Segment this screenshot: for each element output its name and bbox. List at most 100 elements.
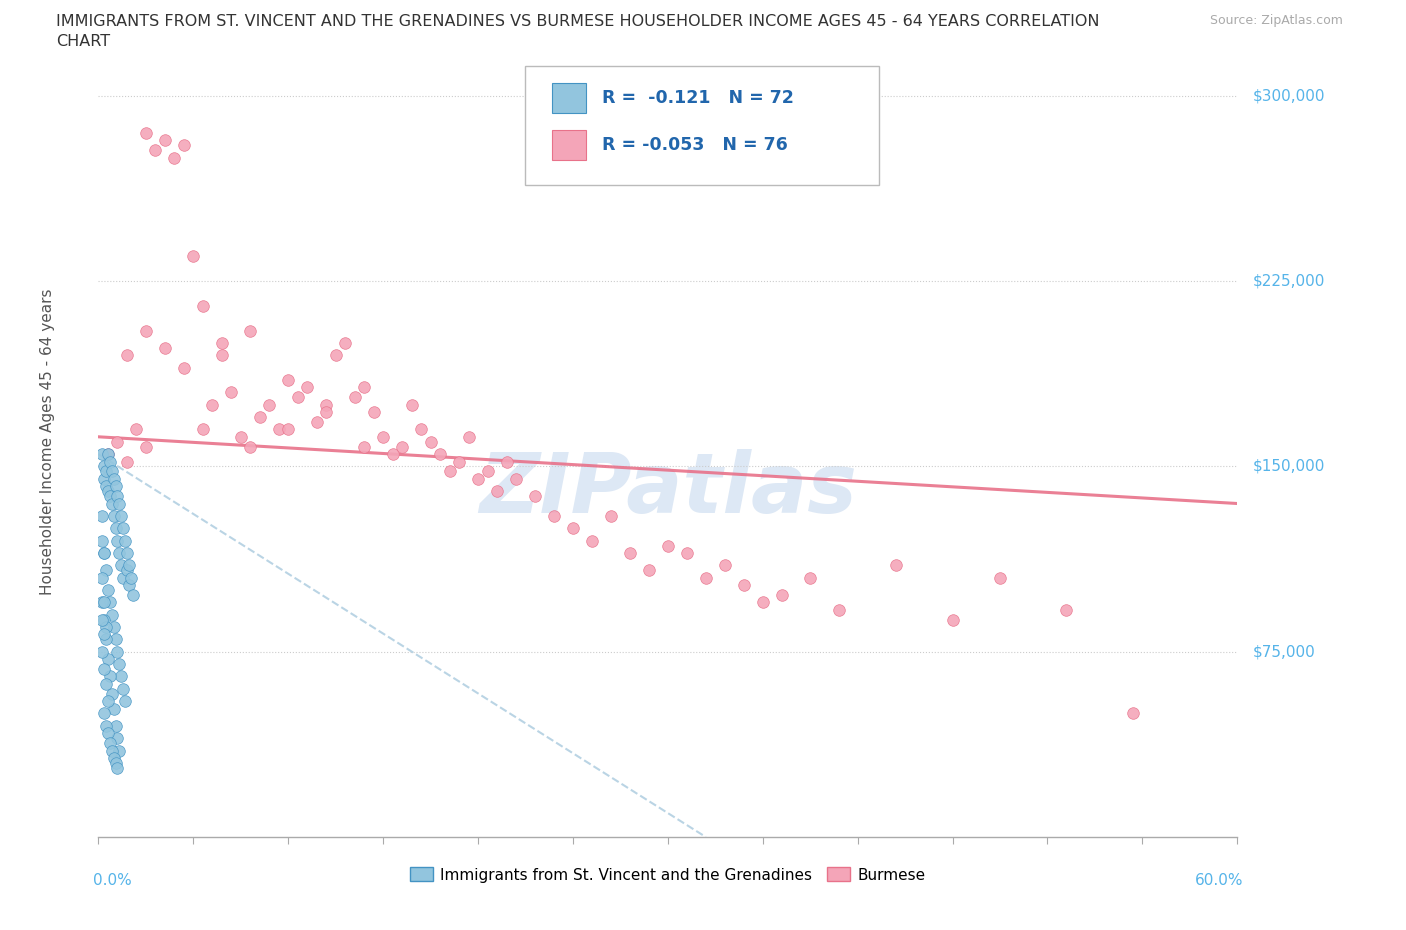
Point	[714, 558, 737, 573]
Legend: Immigrants from St. Vincent and the Grenadines, Burmese: Immigrants from St. Vincent and the Gren…	[404, 861, 932, 889]
Point	[695, 570, 717, 585]
Point	[118, 578, 141, 592]
Text: $150,000: $150,000	[1253, 458, 1324, 474]
Point	[93, 595, 115, 610]
Point	[363, 405, 385, 419]
Point	[115, 563, 138, 578]
Point	[104, 632, 127, 647]
Point	[97, 725, 120, 740]
Point	[93, 612, 115, 627]
Point	[325, 348, 347, 363]
Point	[91, 509, 114, 524]
Point	[259, 397, 281, 412]
Point	[135, 323, 157, 338]
Point	[1056, 603, 1078, 618]
Point	[97, 446, 120, 461]
Point	[495, 454, 517, 469]
Text: ZIPatlas: ZIPatlas	[479, 448, 856, 530]
Point	[439, 464, 461, 479]
Point	[733, 578, 755, 592]
Point	[752, 595, 775, 610]
Point	[239, 439, 262, 454]
Point	[201, 397, 224, 412]
Point	[93, 546, 115, 561]
Point	[1122, 706, 1144, 721]
Point	[100, 743, 122, 758]
Point	[183, 249, 205, 264]
Text: R =  -0.121   N = 72: R = -0.121 N = 72	[602, 89, 793, 107]
Point	[942, 612, 965, 627]
Point	[114, 694, 136, 709]
Point	[98, 736, 121, 751]
Point	[191, 299, 214, 313]
Point	[93, 661, 115, 676]
Point	[97, 446, 120, 461]
Point	[112, 682, 135, 697]
Point	[467, 472, 489, 486]
Point	[581, 533, 603, 548]
Point	[305, 415, 328, 430]
Point	[153, 340, 176, 355]
Point	[104, 755, 127, 770]
Point	[315, 397, 337, 412]
Point	[770, 588, 793, 603]
Text: R = -0.053   N = 76: R = -0.053 N = 76	[602, 137, 787, 154]
Text: 0.0%: 0.0%	[93, 872, 132, 887]
Point	[638, 563, 661, 578]
Text: CHART: CHART	[56, 34, 110, 49]
Point	[94, 676, 117, 691]
Point	[371, 430, 394, 445]
Point	[391, 439, 413, 454]
FancyBboxPatch shape	[551, 83, 586, 113]
Point	[600, 509, 623, 524]
Point	[828, 603, 851, 618]
Point	[543, 509, 565, 524]
Point	[799, 570, 821, 585]
Point	[153, 133, 176, 148]
Point	[115, 454, 138, 469]
Point	[93, 459, 115, 474]
Point	[103, 509, 125, 524]
Text: 60.0%: 60.0%	[1195, 872, 1243, 887]
Text: $75,000: $75,000	[1253, 644, 1315, 659]
Point	[107, 644, 129, 659]
Point	[676, 546, 699, 561]
Point	[98, 488, 121, 503]
Point	[239, 323, 262, 338]
Point	[93, 546, 115, 561]
Point	[524, 488, 547, 503]
Point	[114, 533, 136, 548]
Point	[91, 644, 114, 659]
FancyBboxPatch shape	[551, 130, 586, 160]
Point	[98, 595, 121, 610]
Point	[94, 718, 117, 733]
Point	[315, 405, 337, 419]
Point	[110, 558, 132, 573]
Point	[115, 348, 138, 363]
Point	[267, 422, 290, 437]
Point	[103, 751, 125, 765]
Point	[277, 373, 299, 388]
Text: IMMIGRANTS FROM ST. VINCENT AND THE GRENADINES VS BURMESE HOUSEHOLDER INCOME AGE: IMMIGRANTS FROM ST. VINCENT AND THE GREN…	[56, 14, 1099, 29]
Point	[562, 521, 585, 536]
Point	[104, 521, 127, 536]
Point	[211, 336, 233, 351]
Point	[619, 546, 641, 561]
Point	[104, 479, 127, 494]
Point	[103, 701, 125, 716]
Text: $225,000: $225,000	[1253, 273, 1324, 288]
Point	[297, 380, 319, 395]
Point	[221, 385, 243, 400]
Point	[145, 143, 167, 158]
Point	[411, 422, 433, 437]
Point	[107, 533, 129, 548]
Point	[91, 533, 114, 548]
Point	[211, 348, 233, 363]
Point	[229, 430, 252, 445]
Point	[287, 390, 309, 405]
Point	[107, 434, 129, 449]
Point	[100, 686, 122, 701]
Point	[988, 570, 1011, 585]
FancyBboxPatch shape	[526, 66, 879, 185]
Point	[108, 657, 131, 671]
